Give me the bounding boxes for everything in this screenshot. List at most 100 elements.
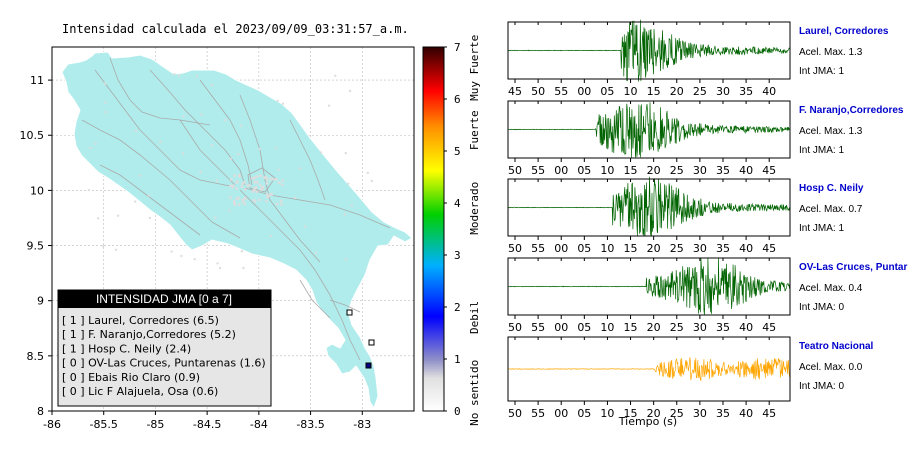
time-tick-label: 40 (739, 164, 753, 177)
city-dot (104, 110, 108, 114)
city-dot (237, 203, 241, 206)
colorbar-category-label: No sentido (468, 360, 481, 426)
station-accel: Acel. Max. 0.0 (799, 362, 863, 373)
city-dot (94, 142, 97, 146)
time-tick-label: 20 (647, 164, 661, 177)
city-dot (281, 183, 284, 187)
time-tick-label: 45 (508, 85, 522, 98)
seismogram-panel: 50 55 00 05 10 15 20 25 30 35 40 45 F. Naranjo,Corre… (507, 100, 904, 177)
seismogram-panel: 50 55 00 05 10 15 20 25 30 35 40 45 Hosp C. Neily Ace… (507, 176, 864, 255)
time-tick-label: 30 (693, 407, 707, 420)
colorbar-category-label: Muy Fuerte (468, 35, 481, 101)
city-dot (264, 199, 268, 203)
y-tick-label: 8.5 (27, 350, 45, 363)
seismogram-frame (507, 257, 791, 316)
time-tick-label: 20 (647, 407, 661, 420)
colorbar-category-label: Moderado (468, 182, 481, 235)
city-dot (237, 173, 241, 177)
city-dot (258, 183, 262, 187)
city-dot (243, 188, 247, 192)
legend-entry: [ 0 ] Lic F Alajuela, Osa (0.6) (62, 385, 218, 398)
x-tick-label: -84 (250, 418, 268, 431)
colorbar-tick-label: 6 (454, 93, 461, 106)
city-dot (275, 202, 279, 206)
seismogram-frame (507, 100, 791, 159)
city-dot (272, 177, 275, 181)
station-accel: Acel. Max. 1.3 (799, 47, 863, 58)
time-tick-label: 30 (693, 321, 707, 334)
city-dot (148, 216, 152, 220)
city-dot (269, 177, 273, 181)
colorbar-tick-label: 2 (454, 301, 461, 314)
city-dot (319, 151, 322, 154)
x-tick-label: -85 (146, 418, 164, 431)
x-tick-label: -83 (353, 418, 371, 431)
time-tick-label: 20 (647, 242, 661, 255)
city-dot (259, 174, 262, 178)
x-tick-label: -85.5 (89, 418, 117, 431)
time-tick-label: 30 (693, 164, 707, 177)
station-markers (346, 309, 375, 369)
city-dot (327, 104, 331, 107)
city-dot (200, 113, 203, 116)
y-tick-label: 8 (37, 405, 44, 418)
city-dot (177, 74, 181, 77)
city-dot (243, 180, 246, 184)
map-panel: -86 -85.5 -85 -84.5 -84 -83.5 -83 11 10.5 10 9.5 9… (20, 46, 415, 431)
time-tick-label: 25 (670, 321, 684, 334)
colorbar-scale (422, 46, 445, 412)
time-tick-label: 10 (600, 164, 614, 177)
city-dot (228, 209, 231, 212)
seismogram-panel: 50 55 00 05 10 15 20 25 30 35 40 45 OV-Las Cruces, P… (507, 257, 907, 334)
station-name: F. Naranjo,Corredores (799, 105, 904, 116)
waveform-trace (507, 102, 791, 158)
station-name: Hosp C. Neily (799, 183, 864, 194)
station-accel: Acel. Max. 1.3 (799, 126, 863, 137)
station-jma: Int JMA: 0 (799, 302, 844, 313)
city-dot (89, 146, 92, 149)
city-dot (347, 182, 350, 185)
city-dot (303, 225, 307, 228)
colorbar-tick-label: 3 (454, 249, 461, 262)
colorbar-category-label: Fuerte (468, 110, 481, 150)
city-dot (254, 180, 258, 184)
city-dot (229, 178, 233, 182)
city-dot (253, 199, 257, 203)
city-dot (233, 203, 237, 207)
city-dot (265, 182, 269, 185)
city-dot (314, 251, 318, 255)
colorbar-tick-label: 4 (454, 197, 461, 210)
time-tick-label: 50 (531, 85, 545, 98)
station-marker (346, 309, 353, 316)
city-dot (281, 179, 284, 183)
city-dot (279, 199, 283, 203)
seismogram-panel: 45 50 55 00 05 10 15 20 25 30 35 40 Laurel, Corredor… (507, 19, 889, 98)
seismogram-panel: 50 55 00 05 10 15 20 25 30 35 40 45 Teatro Nacional A… (507, 336, 873, 420)
y-tick-label: 10 (30, 184, 44, 197)
city-dot (274, 177, 278, 181)
intensity-colorbar: 0 1 2 3 4 5 6 7 No sentido Debil Moderado Fuerte Mu… (422, 35, 481, 426)
city-dot (258, 147, 261, 151)
time-tick-label: 00 (554, 242, 568, 255)
time-tick-label: 40 (739, 242, 753, 255)
time-tick-label: 50 (508, 242, 522, 255)
legend-entry: [ 1 ] Hosp C. Neily (2.4) (62, 342, 191, 355)
city-dot (103, 82, 107, 85)
time-tick-label: 05 (577, 407, 591, 420)
seismogram-frame (507, 178, 791, 237)
waveform-trace (508, 257, 791, 315)
city-dot (274, 147, 277, 150)
x-tick-label: -84.5 (193, 418, 221, 431)
legend-entry: [ 0 ] Ebais Rio Claro (0.9) (62, 371, 200, 384)
time-tick-label: 20 (670, 85, 684, 98)
city-dot (210, 144, 214, 147)
city-dot (253, 176, 257, 180)
station-name: Laurel, Corredores (799, 26, 889, 37)
station-accel: Acel. Max. 0.4 (799, 283, 863, 294)
city-dot (170, 250, 173, 253)
city-dot (210, 83, 214, 87)
station-jma: Int JMA: 1 (799, 66, 844, 77)
time-tick-label: 15 (624, 407, 638, 420)
time-tick-label: 05 (600, 85, 614, 98)
